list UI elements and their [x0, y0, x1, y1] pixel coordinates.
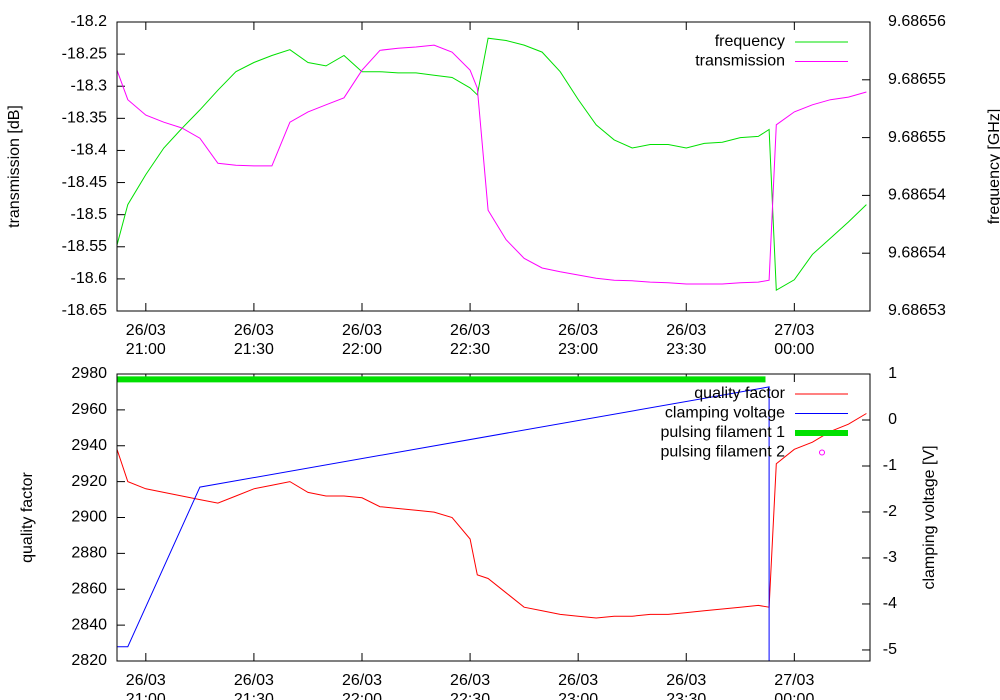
x-tick-label: 26/03 22:30 — [450, 672, 491, 700]
y2-tick-label: 9.68656 — [888, 13, 946, 30]
y-tick-label: -18.4 — [71, 142, 108, 159]
x-tick-label: 26/03 21:00 — [125, 672, 166, 700]
x-tick-label: 26/03 22:00 — [341, 672, 383, 700]
y2-tick-label: 0 — [888, 411, 897, 428]
y-tick-label: 2820 — [71, 652, 107, 669]
y2-tick-label: -5 — [883, 641, 897, 658]
y2-tick-label: 9.68654 — [888, 187, 946, 204]
y2-tick-label: 1 — [888, 365, 897, 382]
y-tick-label: 2980 — [71, 365, 107, 382]
y-tick-label: 2860 — [71, 580, 107, 597]
x-tick-label: 27/03 00:00 — [774, 672, 815, 700]
y-tick-label: -18.35 — [62, 110, 107, 127]
y-tick-label: -18.65 — [62, 302, 107, 319]
y-tick-label: -18.45 — [62, 174, 107, 191]
y2-tick-label: 9.68655 — [888, 129, 946, 146]
plot-area — [117, 37, 867, 292]
legend-label: quality factor — [694, 385, 785, 402]
legend-label: frequency — [715, 33, 785, 50]
y-tick-label: 2940 — [71, 437, 107, 454]
plot-border — [116, 21, 871, 312]
plot-border — [116, 373, 871, 662]
y-tick-label: -18.2 — [71, 13, 108, 30]
y2-tick-label: 9.68654 — [888, 244, 946, 261]
series-line — [117, 413, 867, 619]
y-tick-label: -18.3 — [71, 77, 108, 94]
x-tick-label: 26/03 23:30 — [666, 672, 707, 700]
y2-tick-label: -4 — [883, 595, 897, 612]
x-tick-label: 26/03 21:30 — [233, 322, 274, 358]
plot-area — [117, 376, 867, 661]
x-tick-label: 27/03 00:00 — [774, 322, 815, 358]
legend-label: pulsing filament 1 — [660, 424, 785, 441]
x-tick-label: 26/03 23:30 — [666, 322, 707, 358]
y-tick-label: 2960 — [71, 401, 107, 418]
y2-tick-label: 9.68653 — [888, 302, 946, 319]
x-tick-label: 26/03 21:00 — [125, 322, 166, 358]
y-tick-label: 2840 — [71, 616, 107, 633]
y2-tick-label: -1 — [883, 457, 897, 474]
series-line — [117, 37, 867, 292]
y-tick-label: -18.25 — [62, 45, 107, 62]
y-tick-label: -18.55 — [62, 238, 107, 255]
x-tick-label: 26/03 23:00 — [558, 672, 599, 700]
x-tick-label: 26/03 21:30 — [233, 672, 274, 700]
y-tick-label: 2920 — [71, 473, 107, 490]
y-tick-label: 2880 — [71, 545, 107, 562]
y-axis-label: transmission [dB] — [6, 105, 23, 228]
y2-axis-label: frequency [GHz] — [986, 109, 1000, 225]
x-tick-label: 26/03 22:30 — [450, 322, 491, 358]
legend-label: clamping voltage — [665, 405, 785, 422]
y2-tick-label: -3 — [883, 549, 897, 566]
x-tick-label: 26/03 23:00 — [558, 322, 599, 358]
x-tick-label: 26/03 22:00 — [341, 322, 383, 358]
series-line — [117, 44, 867, 285]
legend-marker — [819, 449, 825, 456]
y2-tick-label: 9.68655 — [888, 71, 946, 88]
legend-label: pulsing filament 2 — [660, 444, 785, 461]
y2-axis-label: clamping voltage [V] — [921, 445, 938, 589]
y-axis-label: quality factor — [19, 471, 36, 562]
legend-label: transmission — [695, 53, 785, 70]
y2-tick-label: -2 — [883, 503, 897, 520]
y-tick-label: -18.5 — [71, 206, 108, 223]
y-tick-label: -18.6 — [71, 270, 108, 287]
y-tick-label: 2900 — [71, 509, 107, 526]
series-line — [117, 386, 770, 661]
